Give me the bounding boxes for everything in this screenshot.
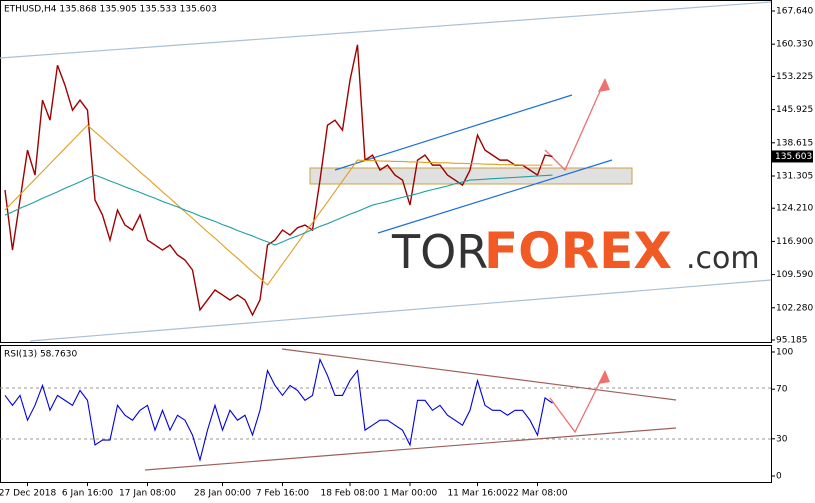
y-tick-label: 30 bbox=[776, 434, 788, 444]
rsi-trendline bbox=[144, 427, 677, 471]
y-tick-label: 100 bbox=[776, 348, 793, 358]
x-tick-label: 27 Dec 2018 bbox=[0, 489, 57, 499]
y-tick-label: 124.210 bbox=[776, 204, 813, 214]
rsi-title: RSI(13) 58.7630 bbox=[4, 350, 77, 360]
arrow-head bbox=[598, 78, 610, 92]
y-tick-label: 145.925 bbox=[776, 105, 813, 115]
outer-channel-top bbox=[0, 1, 772, 59]
y-tick-label: 95.185 bbox=[776, 336, 808, 346]
x-tick-label: 11 Mar 16:00 bbox=[447, 489, 507, 499]
y-tick-label: 131.305 bbox=[776, 171, 813, 181]
y-tick-label: 160.330 bbox=[776, 40, 813, 50]
arrow-head bbox=[598, 370, 610, 384]
price-tag-label: 135.603 bbox=[775, 152, 812, 162]
x-tick-label: 22 Mar 08:00 bbox=[507, 489, 567, 499]
watermark-prefix: TOR bbox=[391, 225, 488, 279]
y-tick-label: 116.900 bbox=[776, 237, 813, 247]
channel-top bbox=[334, 94, 573, 171]
y-tick-label: 70 bbox=[776, 385, 788, 395]
channel-bottom bbox=[377, 159, 613, 234]
series-line bbox=[4, 174, 553, 246]
x-tick-label: 6 Jan 16:00 bbox=[62, 489, 114, 499]
price-tag bbox=[772, 150, 813, 163]
support-zone bbox=[309, 167, 633, 185]
series-line bbox=[4, 357, 553, 462]
y-tick-label: 0 bbox=[776, 472, 782, 482]
y-tick-label: 109.590 bbox=[776, 270, 813, 280]
watermark-suffix: .com bbox=[686, 241, 760, 276]
rsi-panel bbox=[0, 345, 772, 483]
y-tick-label: 167.640 bbox=[776, 7, 813, 17]
x-tick-label: 28 Jan 00:00 bbox=[194, 489, 251, 499]
chart-title: ETHUSD,H4 135.868 135.905 135.533 135.60… bbox=[4, 5, 217, 15]
rsi-forecast-arrow bbox=[549, 371, 606, 434]
series-line bbox=[4, 44, 553, 317]
rsi-trendline bbox=[281, 348, 677, 401]
x-tick-label: 18 Feb 08:00 bbox=[320, 489, 379, 499]
y-tick-label: 153.225 bbox=[776, 72, 813, 82]
watermark-main: FOREX bbox=[484, 222, 672, 280]
series-line bbox=[4, 124, 553, 286]
x-tick-label: 17 Jan 08:00 bbox=[119, 489, 176, 499]
outer-channel-bottom bbox=[29, 279, 772, 342]
y-tick-label: 102.280 bbox=[776, 303, 813, 313]
price-panel bbox=[0, 0, 772, 343]
x-tick-label: 1 Mar 00:00 bbox=[383, 489, 438, 499]
y-tick-label: 138.615 bbox=[776, 138, 813, 148]
x-tick-label: 7 Feb 16:00 bbox=[256, 489, 310, 499]
